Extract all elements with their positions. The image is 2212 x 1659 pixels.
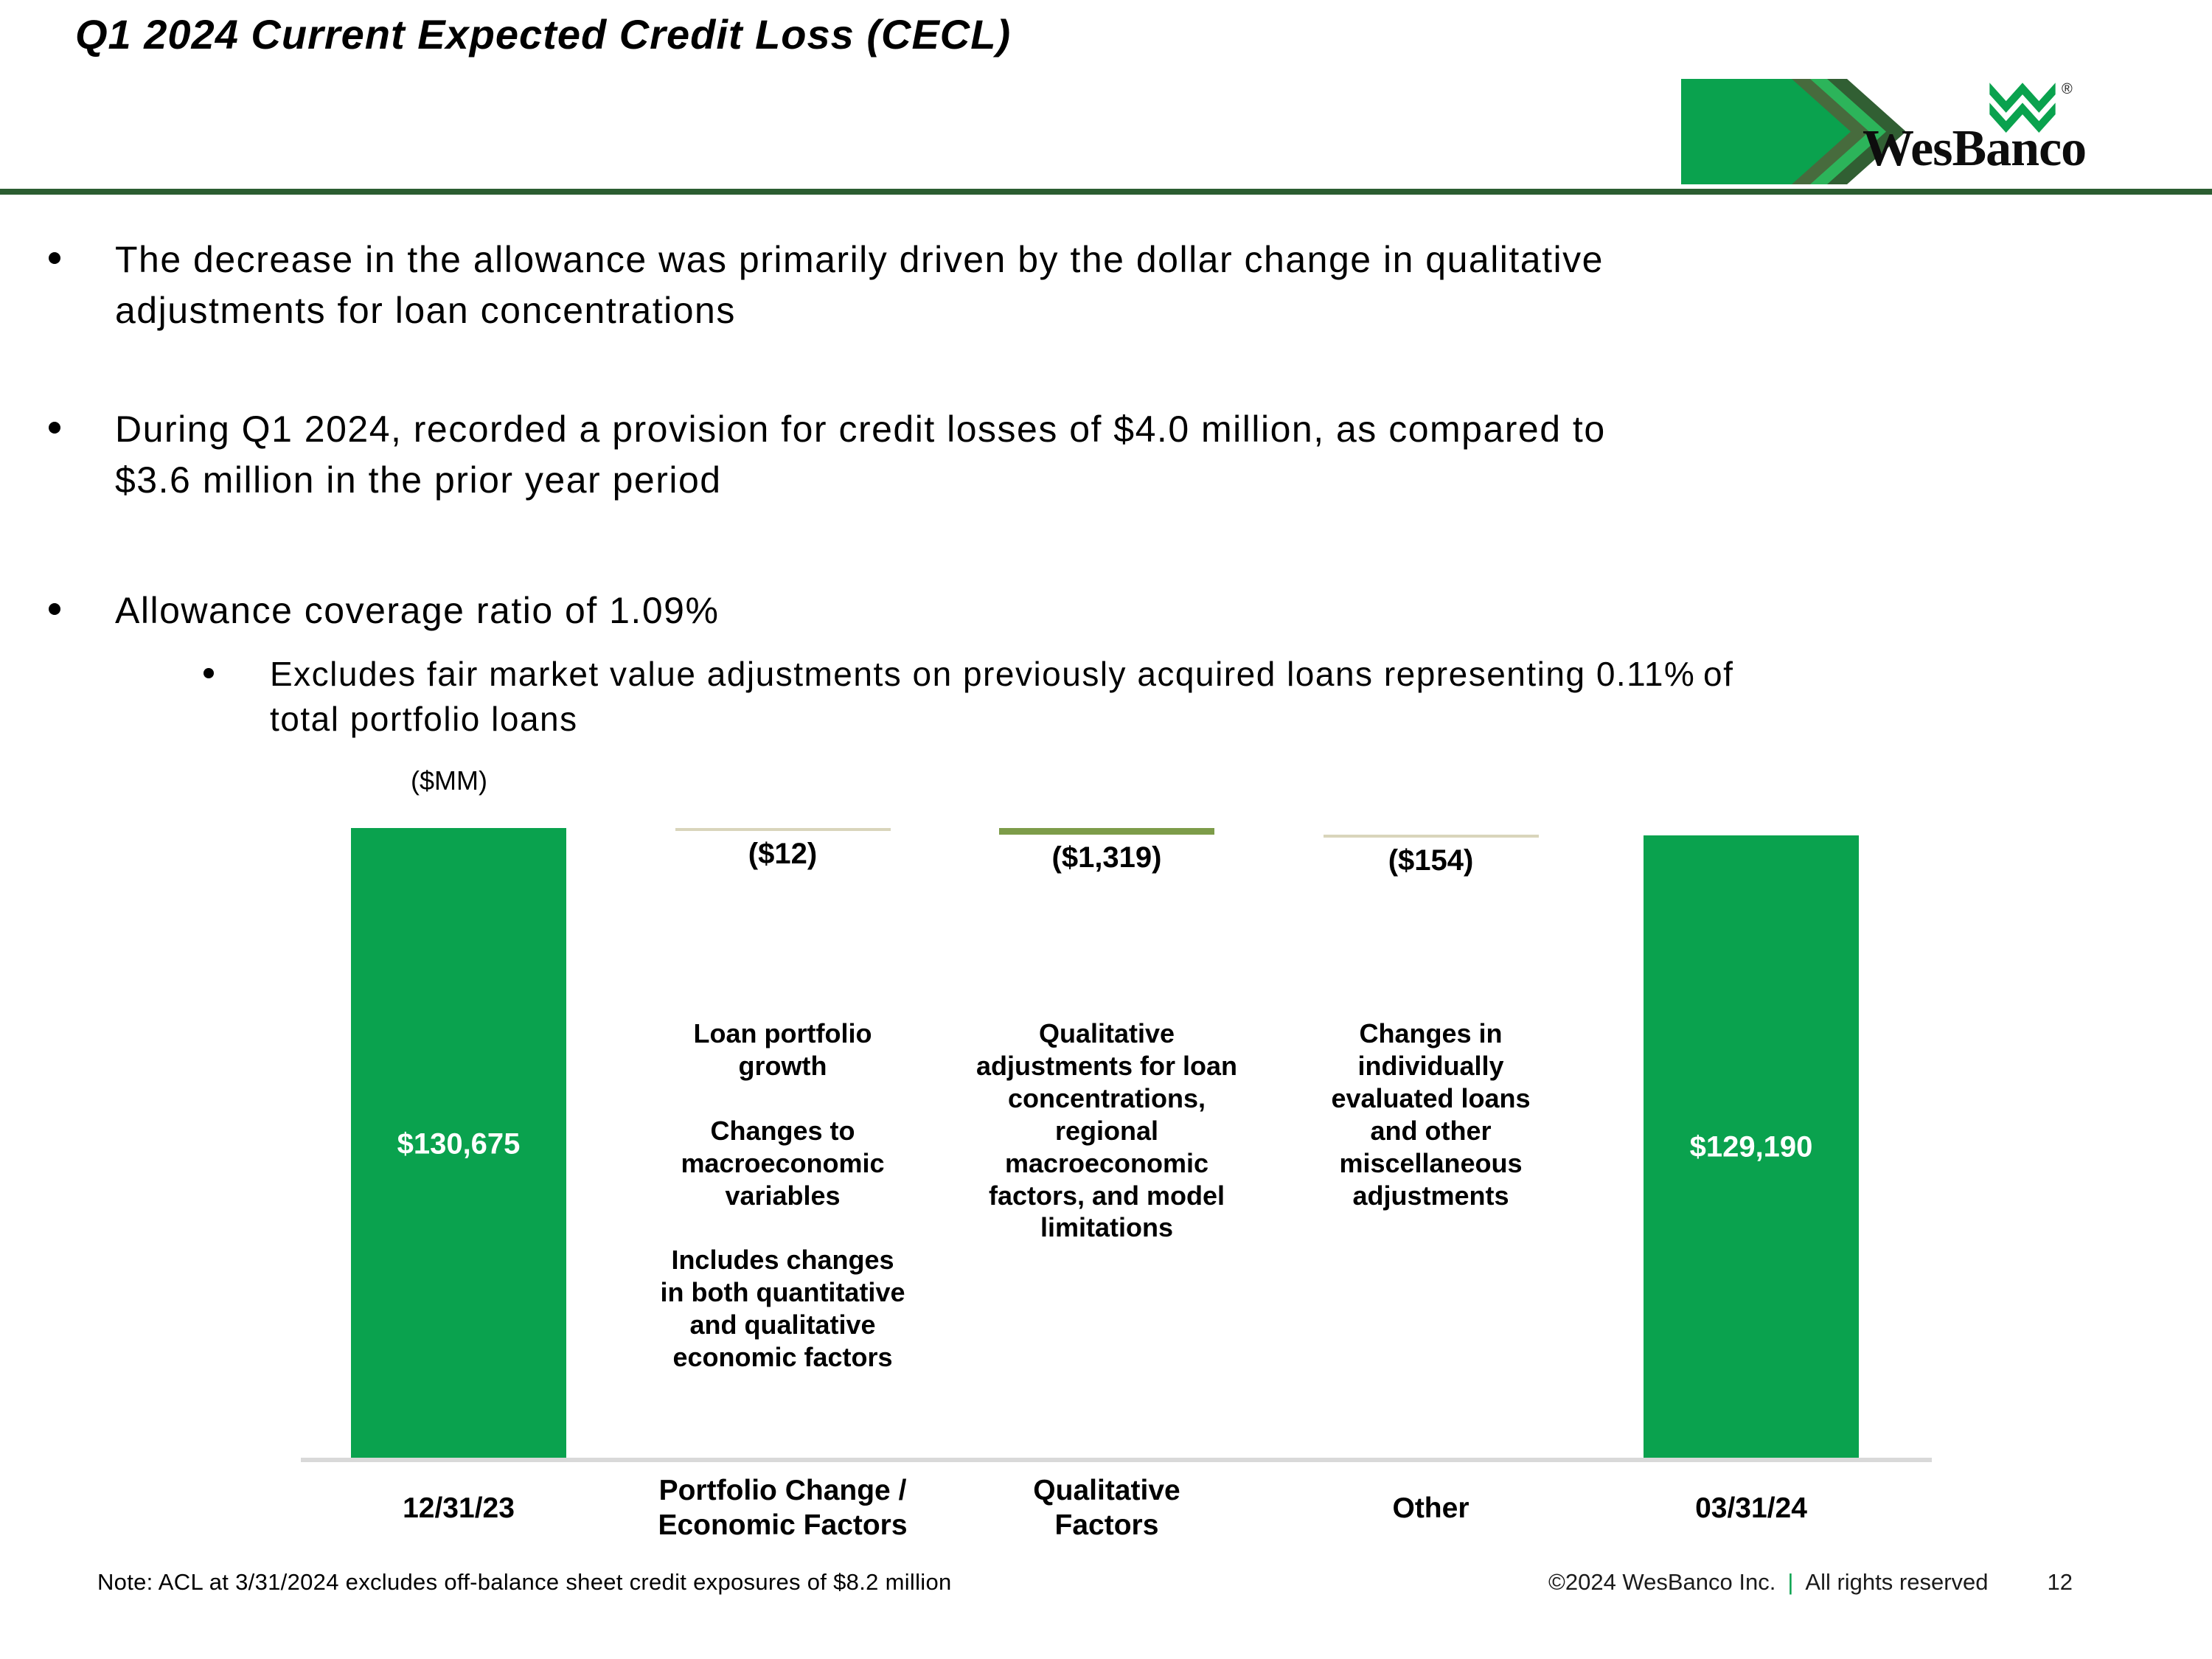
header-rule <box>0 189 2212 195</box>
bar-value-label: $129,190 <box>1689 1130 1813 1164</box>
delta-value-label: ($1,319) <box>1051 841 1162 874</box>
bullet-marker <box>49 422 60 434</box>
waterfall-segment-4 <box>1323 834 1539 838</box>
sub-bullet-text: Excludes fair market value adjustments o… <box>270 655 1734 738</box>
category-label: Other <box>1392 1492 1470 1524</box>
chart-units-label: ($MM) <box>411 765 487 796</box>
sub-bullet-item: Excludes fair market value adjustments o… <box>198 652 2113 741</box>
waterfall-segment-2 <box>675 828 891 831</box>
category-label: 12/31/23 <box>403 1492 515 1524</box>
bullet-item-2: During Q1 2024, recorded a provision for… <box>43 404 2121 506</box>
footnote: Note: ACL at 3/31/2024 excludes off-bala… <box>97 1569 952 1595</box>
category-label: Qualitative Factors <box>1033 1475 1180 1541</box>
bullet-text-2: During Q1 2024, recorded a provision for… <box>115 408 1606 501</box>
bullet-item-1: The decrease in the allowance was primar… <box>43 234 2121 336</box>
wesbanco-logo: ® WesBanco <box>1858 81 2168 192</box>
bullet-marker <box>49 252 60 264</box>
banner-arrow-decoration <box>1681 79 1906 184</box>
delta-value-label: ($154) <box>1388 844 1474 877</box>
column-description: Qualitative adjustments for loan concent… <box>975 1018 1238 1243</box>
column-description: Loan portfolio growth Changes to macroec… <box>660 1018 905 1373</box>
footer: ©2024 WesBanco Inc. | All rights reserved 1… <box>1548 1569 2073 1596</box>
registered-mark: ® <box>2062 81 2073 97</box>
slide-kicker-title: Q1 2024 Current Expected Credit Loss (CE… <box>75 11 1012 58</box>
waterfall-segment-3 <box>999 828 1214 835</box>
waterfall-segment-1 <box>351 828 566 1460</box>
bullet-item-3: Allowance coverage ratio of 1.09% <box>43 585 2121 636</box>
category-label: Portfolio Change / Economic Factors <box>658 1475 908 1541</box>
logo-wordmark: WesBanco <box>1863 120 2087 177</box>
delta-value-label: ($12) <box>748 838 818 870</box>
x-axis-line <box>301 1458 1932 1462</box>
title-banner: Allowance coverage ratio of 1.09% <box>6 79 1681 184</box>
wesbanco-w-icon <box>1989 83 2056 133</box>
category-label: 03/31/24 <box>1695 1492 1807 1524</box>
footer-page-number: 12 <box>2047 1569 2073 1595</box>
footer-separator: | <box>1787 1569 1794 1595</box>
bullet-text-1: The decrease in the allowance was primar… <box>115 239 1604 331</box>
footer-rights: All rights reserved <box>1805 1569 1989 1595</box>
column-description: Changes in individually evaluated loans … <box>1331 1018 1531 1211</box>
waterfall-segment-5 <box>1644 835 1859 1460</box>
bullet-marker <box>49 603 60 615</box>
bullet-text-3: Allowance coverage ratio of 1.09% <box>115 590 720 631</box>
bar-value-label: $130,675 <box>397 1127 521 1160</box>
banner-title: Allowance coverage ratio of 1.09% <box>68 107 818 156</box>
bullet-marker <box>204 668 214 678</box>
footer-copyright: ©2024 WesBanco Inc. <box>1548 1569 1776 1595</box>
